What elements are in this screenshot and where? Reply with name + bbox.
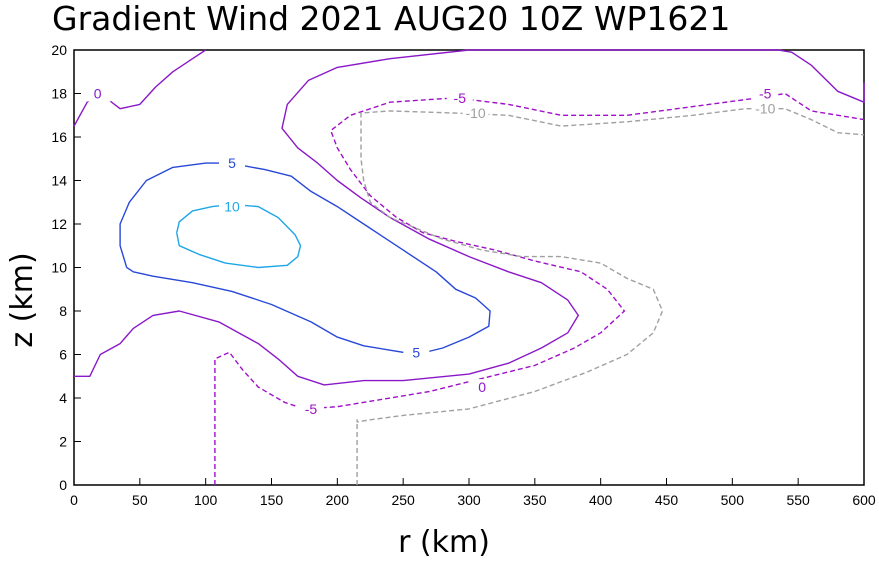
contour-label-bg (462, 105, 489, 122)
contour-label-bg (403, 344, 430, 361)
contour-label-bg (298, 400, 324, 417)
contour-line-level-neg5 (214, 92, 865, 485)
contour-label-bg (219, 198, 245, 215)
contour-label: -5 (305, 401, 318, 417)
contour-label-bg (219, 155, 245, 172)
x-tick-label: 400 (589, 492, 613, 508)
x-tick-label: 450 (655, 492, 679, 508)
contour-label: -10 (755, 101, 775, 117)
x-tick-label: 350 (523, 492, 547, 508)
contour-label-bg (446, 89, 473, 106)
x-tick-label: 500 (721, 492, 745, 508)
contour-label: 5 (228, 155, 236, 171)
contour-label: -5 (759, 86, 772, 102)
y-tick-label: 16 (51, 129, 67, 145)
contour-label: 5 (412, 344, 420, 360)
x-axis: 0 50 100 150 200 250 300 350 400 450 500 550 600 (70, 478, 876, 508)
y-tick-label: 4 (59, 390, 67, 406)
y-tick-label: 2 (59, 434, 67, 450)
x-tick-label: 600 (852, 492, 876, 508)
contour-label-bg (752, 100, 779, 117)
contour-label-bg (752, 85, 779, 102)
y-tick-label: 18 (51, 86, 67, 102)
x-tick-label: 0 (70, 492, 78, 508)
x-tick-label: 200 (326, 492, 350, 508)
x-axis-title: r (km) (398, 525, 490, 560)
contour-label: -5 (454, 90, 467, 106)
y-tick-label: 6 (59, 347, 67, 363)
y-tick-label: 12 (51, 216, 67, 232)
y-tick-label: 8 (59, 303, 67, 319)
contour-line-level-10 (176, 203, 302, 269)
contour-label: 10 (224, 199, 240, 215)
x-tick-label: 50 (132, 492, 148, 508)
x-tick-label: 150 (260, 492, 284, 508)
x-tick-label: 300 (457, 492, 481, 508)
y-axis-title: z (km) (5, 252, 40, 347)
x-tick-label: 100 (194, 492, 218, 508)
y-tick-label: 20 (51, 42, 67, 58)
contour-label: -10 (465, 105, 485, 121)
y-tick-label: 14 (51, 173, 67, 189)
x-tick-label: 250 (391, 492, 415, 508)
y-tick-label: 0 (59, 477, 67, 493)
contour-line-level-neg10 (356, 108, 865, 485)
chart-title: Gradient Wind 2021 AUG20 10Z WP1621 (52, 0, 730, 38)
contour-label-bg (84, 85, 111, 102)
y-tick-label: 10 (51, 260, 67, 276)
contour-label-bg (469, 379, 496, 396)
y-axis: 0 2 4 6 8 10 12 14 16 18 20 (51, 42, 81, 493)
x-tick-label: 550 (786, 492, 810, 508)
contour-line-level-0 (74, 49, 865, 386)
contour-label: 0 (478, 379, 486, 395)
contour-label: 0 (94, 86, 102, 102)
contour-line-level-5 (119, 162, 491, 356)
